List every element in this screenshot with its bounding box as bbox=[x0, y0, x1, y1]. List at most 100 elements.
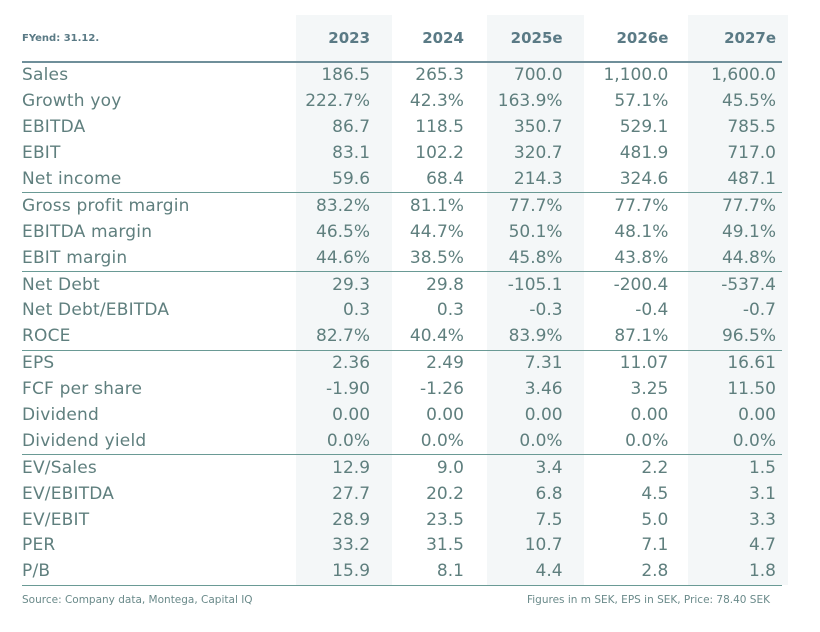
cell-value: 83.1 bbox=[332, 143, 371, 164]
cell-value: 3.3 bbox=[748, 509, 776, 530]
row-label: EBIT bbox=[22, 143, 61, 164]
cell-value: -0.3 bbox=[529, 300, 563, 321]
table-row: EV/Sales 12.9 9.0 3.4 2.2 1.5 bbox=[22, 455, 782, 481]
cell-value: 11.50 bbox=[727, 379, 776, 400]
table-row: EBITDA margin 46.5% 44.7% 50.1% 48.1% 49.1% bbox=[22, 219, 782, 245]
table-row: Gross profit margin 83.2% 81.1% 77.7% 77.7% 7… bbox=[22, 193, 782, 219]
cell-value: 57.1% bbox=[614, 91, 669, 112]
cell-value: 0.00 bbox=[426, 405, 464, 426]
cell-value: 40.4% bbox=[376, 323, 470, 351]
row-label: EV/Sales bbox=[22, 457, 97, 478]
cell-value: 45.8% bbox=[469, 245, 569, 273]
table-row: Dividend yield 0.0% 0.0% 0.0% 0.0% 0.0% bbox=[22, 428, 782, 456]
units-note: Figures in m SEK, EPS in SEK, Price: 78.… bbox=[526, 594, 770, 606]
cell-value: 4.7 bbox=[748, 535, 776, 556]
cell-value: -105.1 bbox=[507, 274, 563, 295]
cell-value: 44.6% bbox=[280, 245, 377, 273]
row-label: ROCE bbox=[22, 323, 281, 351]
row-label: Net Debt bbox=[22, 274, 100, 295]
cell-value: 1,600.0 bbox=[711, 65, 776, 86]
table-row: Sales 186.5 265.3 700.0 1,100.0 1,600.0 bbox=[22, 62, 782, 89]
year-header: 2027e bbox=[674, 15, 782, 63]
cell-value: 700.0 bbox=[513, 65, 563, 86]
row-label: Net Debt/EBITDA bbox=[22, 300, 170, 321]
cell-value: 77.7% bbox=[508, 195, 563, 216]
cell-value: 44.7% bbox=[409, 221, 464, 242]
table-row: PER 33.2 31.5 10.7 7.1 4.7 bbox=[22, 533, 782, 559]
cell-value: 45.5% bbox=[721, 91, 776, 112]
row-label: EV/EBIT bbox=[22, 509, 90, 530]
cell-value: -200.4 bbox=[613, 274, 669, 295]
column-shade-2023 bbox=[296, 15, 392, 585]
cell-value: 0.0% bbox=[469, 428, 569, 456]
cell-value: 68.4 bbox=[376, 166, 470, 194]
cell-value: 0.0% bbox=[376, 428, 470, 456]
cell-value: 487.1 bbox=[674, 166, 782, 194]
cell-value: 87.1% bbox=[568, 323, 675, 351]
cell-value: 31.5 bbox=[426, 535, 464, 556]
table-row: FCF per share -1.90 -1.26 3.46 3.25 11.50 bbox=[22, 377, 782, 403]
financials-table: FYend: 31.12. 2023 2024 2025e 2026e 2027e Sa… bbox=[22, 15, 782, 586]
cell-value: 20.2 bbox=[426, 483, 464, 504]
cell-value: 11.07 bbox=[619, 353, 669, 374]
cell-value: -537.4 bbox=[721, 274, 776, 295]
table-row: P/B 15.9 8.1 4.4 2.8 1.8 bbox=[22, 558, 782, 586]
cell-value: 186.5 bbox=[321, 65, 371, 86]
cell-value: 7.1 bbox=[641, 535, 669, 556]
cell-value: -0.7 bbox=[742, 300, 776, 321]
cell-value: 1.8 bbox=[674, 558, 782, 586]
cell-value: 29.3 bbox=[332, 274, 371, 295]
cell-value: 0.00 bbox=[332, 405, 371, 426]
table-row: Dividend 0.00 0.00 0.00 0.00 0.00 bbox=[22, 403, 782, 429]
row-label: Sales bbox=[22, 65, 69, 86]
cell-value: 77.7% bbox=[721, 195, 776, 216]
cell-value: 320.7 bbox=[513, 143, 563, 164]
row-label: PER bbox=[22, 535, 56, 556]
cell-value: -0.4 bbox=[635, 300, 669, 321]
row-label: EPS bbox=[22, 353, 55, 374]
cell-value: 2.2 bbox=[641, 457, 669, 478]
cell-value: 8.1 bbox=[376, 558, 470, 586]
cell-value: 3.4 bbox=[535, 457, 563, 478]
cell-value: 529.1 bbox=[619, 117, 669, 138]
cell-value: 7.5 bbox=[535, 509, 563, 530]
table-row: EBIT margin 44.6% 38.5% 45.8% 43.8% 44.8% bbox=[22, 245, 782, 273]
cell-value: 2.36 bbox=[332, 353, 371, 374]
cell-value: 265.3 bbox=[415, 65, 464, 86]
cell-value: 33.2 bbox=[332, 535, 371, 556]
cell-value: 102.2 bbox=[415, 143, 464, 164]
cell-value: 2.8 bbox=[568, 558, 675, 586]
cell-value: 3.25 bbox=[630, 379, 669, 400]
column-shade-2027e bbox=[688, 15, 788, 585]
cell-value: 86.7 bbox=[332, 117, 371, 138]
cell-value: 81.1% bbox=[409, 195, 464, 216]
cell-value: 481.9 bbox=[619, 143, 669, 164]
cell-value: 7.31 bbox=[524, 353, 563, 374]
cell-value: 59.6 bbox=[280, 166, 377, 194]
cell-value: 50.1% bbox=[508, 221, 563, 242]
table-row: Net Debt 29.3 29.8 -105.1 -200.4 -537.4 bbox=[22, 272, 782, 298]
row-label: EV/EBITDA bbox=[22, 483, 115, 504]
fyend-label: FYend: 31.12. bbox=[22, 15, 281, 63]
cell-value: 38.5% bbox=[376, 245, 470, 273]
cell-value: 23.5 bbox=[426, 509, 464, 530]
cell-value: 29.8 bbox=[426, 274, 464, 295]
table-row: EV/EBIT 28.9 23.5 7.5 5.0 3.3 bbox=[22, 507, 782, 533]
cell-value: 15.9 bbox=[280, 558, 377, 586]
cell-value: 27.7 bbox=[332, 483, 371, 504]
cell-value: 3.1 bbox=[748, 483, 776, 504]
row-label: EBITDA margin bbox=[22, 221, 153, 242]
row-label: Dividend yield bbox=[22, 428, 281, 456]
cell-value: 28.9 bbox=[332, 509, 371, 530]
year-header: 2023 bbox=[280, 15, 377, 63]
cell-value: 83.2% bbox=[316, 195, 371, 216]
cell-value: 42.3% bbox=[409, 91, 464, 112]
cell-value: 0.3 bbox=[342, 300, 371, 321]
cell-value: 0.00 bbox=[630, 405, 669, 426]
cell-value: 163.9% bbox=[497, 91, 563, 112]
cell-value: 0.0% bbox=[280, 428, 377, 456]
cell-value: -1.90 bbox=[326, 379, 371, 400]
cell-value: 48.1% bbox=[614, 221, 669, 242]
table-row: EBITDA 86.7 118.5 350.7 529.1 785.5 bbox=[22, 115, 782, 141]
cell-value: 96.5% bbox=[674, 323, 782, 351]
